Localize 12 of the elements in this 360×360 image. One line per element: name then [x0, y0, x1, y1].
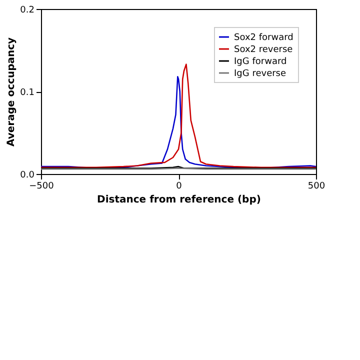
legend-label: Sox2 reverse — [234, 45, 294, 55]
legend-label: IgG forward — [234, 57, 287, 67]
x-tick-label: 500 — [308, 182, 326, 192]
y-axis-title: Average occupancy — [6, 36, 18, 147]
y-tick-label: 0.2 — [20, 6, 34, 16]
y-tick-label: 0.1 — [20, 88, 34, 98]
x-tick-label: −500 — [29, 182, 54, 192]
x-axis-title: Distance from reference (bp) — [97, 194, 261, 206]
x-tick-label: 0 — [176, 182, 182, 192]
legend-label: IgG reverse — [234, 69, 286, 79]
y-tick-label: 0.0 — [20, 170, 35, 180]
legend-label: Sox2 forward — [234, 33, 294, 43]
